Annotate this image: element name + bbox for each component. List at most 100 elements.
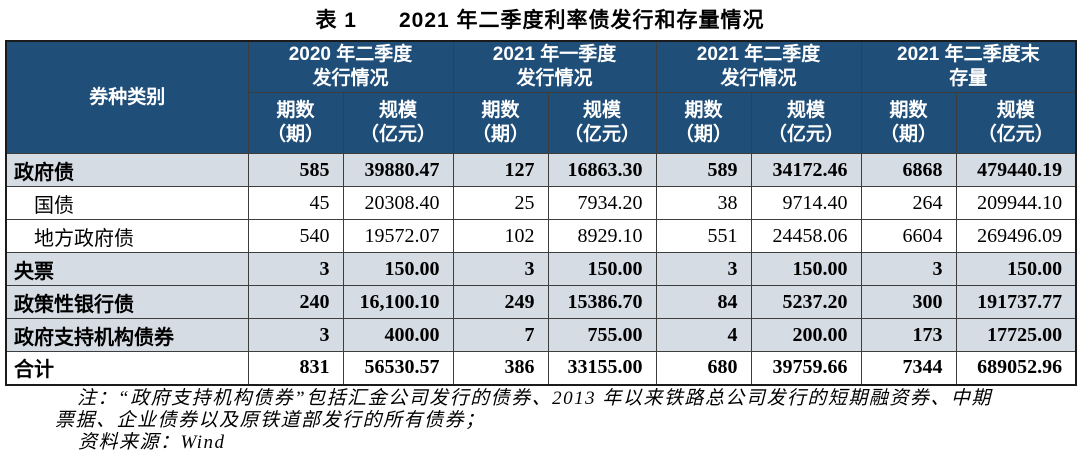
subheader-line: 规模: [583, 100, 622, 121]
table-cell: 102: [452, 219, 549, 253]
table-cell: 689052.96: [955, 351, 1077, 386]
table-cell: 264: [860, 186, 957, 220]
subheader-count-2: 期数 （期）: [452, 92, 549, 154]
table-cell: 3: [247, 252, 344, 286]
row-treasury-bonds: 国债 45 20308.40 25 7934.20 38 9714.40 264…: [5, 186, 1077, 220]
table-cell: 240: [247, 285, 344, 319]
table-cell: 16863.30: [547, 153, 657, 187]
table-cell: 831: [247, 351, 344, 386]
table-cell: 6604: [860, 219, 957, 253]
subheader-line: （期）: [675, 124, 733, 145]
col-group-2020q2-issuance: 2020 年二季度 发行情况: [247, 40, 454, 93]
subheader-line: 期数: [276, 100, 315, 121]
subheader-line: 期数: [684, 100, 723, 121]
col-group-2021q2-issuance: 2021 年二季度 发行情况: [655, 40, 862, 93]
table-cell: 249: [452, 285, 549, 319]
table-number-label: 表 1: [315, 9, 357, 32]
footnote-line: 票据、企业债券以及原铁道部发行的所有债券；: [55, 410, 486, 431]
row-label: 央票: [5, 252, 249, 286]
header-group-row: 券种类别 2020 年二季度 发行情况 2021 年一季度 发行情况 2021 …: [5, 40, 1077, 154]
subheader-line: （期）: [472, 124, 530, 145]
table-cell: 17725.00: [955, 318, 1077, 352]
row-label: 国债: [5, 186, 249, 220]
table-footnote: 注：“政府支持机构债券”包括汇金公司发行的债券、2013 年以来铁路总公司发行的…: [0, 388, 1080, 454]
table-cell: 16,100.10: [342, 285, 454, 319]
subheader-line: （亿元）: [768, 124, 845, 145]
subheader-line: （亿元）: [564, 124, 641, 145]
table-cell: 4: [655, 318, 752, 352]
table-cell: 585: [247, 153, 344, 187]
table-cell: 34172.46: [750, 153, 862, 187]
table-cell: 7344: [860, 351, 957, 386]
table-cell: 39759.66: [750, 351, 862, 386]
table-cell: 33155.00: [547, 351, 657, 386]
subheader-scale-1: 规模 （亿元）: [342, 92, 454, 154]
table-cell: 386: [452, 351, 549, 386]
table-cell: 589: [655, 153, 752, 187]
table-cell: 551: [655, 219, 752, 253]
row-label: 政府债: [5, 153, 249, 187]
subheader-line: （亿元）: [360, 124, 437, 145]
table-cell: 20308.40: [342, 186, 454, 220]
table-cell: 400.00: [342, 318, 454, 352]
subheader-scale-3: 规模 （亿元）: [750, 92, 862, 154]
group-header-line: 2021 年一季度: [492, 44, 617, 65]
table-cell: 269496.09: [955, 219, 1077, 253]
subheader-line: 期数: [481, 100, 520, 121]
table-cell: 9714.40: [750, 186, 862, 220]
group-header-line: 2020 年二季度: [288, 44, 413, 65]
col-group-2021q1-issuance: 2021 年一季度 发行情况: [452, 40, 657, 93]
row-government-supported-agency-bonds: 政府支持机构债券 3 400.00 7 755.00 4 200.00 173 …: [5, 318, 1077, 352]
group-header-line: 2021 年二季度末: [897, 44, 1040, 65]
table-cell: 127: [452, 153, 549, 187]
group-header-line: 发行情况: [516, 68, 593, 89]
group-header-line: 发行情况: [720, 68, 797, 89]
bond-issuance-table: 券种类别 2020 年二季度 发行情况 2021 年一季度 发行情况 2021 …: [5, 40, 1078, 386]
table-cell: 150.00: [547, 252, 657, 286]
group-header-line: 存量: [949, 68, 988, 89]
subheader-line: （期）: [266, 124, 324, 145]
subheader-count-4: 期数 （期）: [860, 92, 957, 154]
corner-header-cell: 券种类别: [5, 40, 249, 154]
subheader-line: 规模: [996, 100, 1035, 121]
subheader-line: （期）: [880, 124, 938, 145]
row-total: 合计 831 56530.57 386 33155.00 680 39759.6…: [5, 351, 1077, 386]
row-label: 政府支持机构债券: [5, 318, 249, 352]
table-cell: 479440.19: [955, 153, 1077, 187]
row-policy-bank-bonds: 政策性银行债 240 16,100.10 249 15386.70 84 523…: [5, 285, 1077, 319]
table-cell: 39880.47: [342, 153, 454, 187]
row-label: 政策性银行债: [5, 285, 249, 319]
table-cell: 84: [655, 285, 752, 319]
row-government-bonds: 政府债 585 39880.47 127 16863.30 589 34172.…: [5, 153, 1077, 187]
table-cell: 173: [860, 318, 957, 352]
subheader-scale-2: 规模 （亿元）: [547, 92, 657, 154]
table-cell: 200.00: [750, 318, 862, 352]
subheader-line: 期数: [889, 100, 928, 121]
row-local-government-bonds: 地方政府债 540 19572.07 102 8929.10 551 24458…: [5, 219, 1077, 253]
col-group-2021q2-end-stock: 2021 年二季度末 存量: [860, 40, 1077, 93]
table-cell: 45: [247, 186, 344, 220]
subheader-line: （亿元）: [977, 124, 1054, 145]
table-cell: 540: [247, 219, 344, 253]
table-cell: 5237.20: [750, 285, 862, 319]
table-cell: 755.00: [547, 318, 657, 352]
group-header-line: 发行情况: [312, 68, 389, 89]
table-cell: 8929.10: [547, 219, 657, 253]
title-text: 2021 年二季度利率债发行和存量情况: [398, 9, 765, 32]
table-cell: 191737.77: [955, 285, 1077, 319]
table-cell: 150.00: [750, 252, 862, 286]
table-cell: 300: [860, 285, 957, 319]
row-label: 地方政府债: [5, 219, 249, 253]
table-cell: 150.00: [342, 252, 454, 286]
table-cell: 7: [452, 318, 549, 352]
table-cell: 3: [860, 252, 957, 286]
table-cell: 3: [247, 318, 344, 352]
row-central-bank-bills: 央票 3 150.00 3 150.00 3 150.00 3 150.00: [5, 252, 1077, 286]
table-cell: 19572.07: [342, 219, 454, 253]
table-cell: 24458.06: [750, 219, 862, 253]
page-title: 表 1 2021 年二季度利率债发行和存量情况: [0, 4, 1080, 34]
footnote-line: 注：“政府支持机构债券”包括汇金公司发行的债券、2013 年以来铁路总公司发行的…: [77, 388, 992, 409]
table-cell: 3: [655, 252, 752, 286]
table-cell: 7934.20: [547, 186, 657, 220]
